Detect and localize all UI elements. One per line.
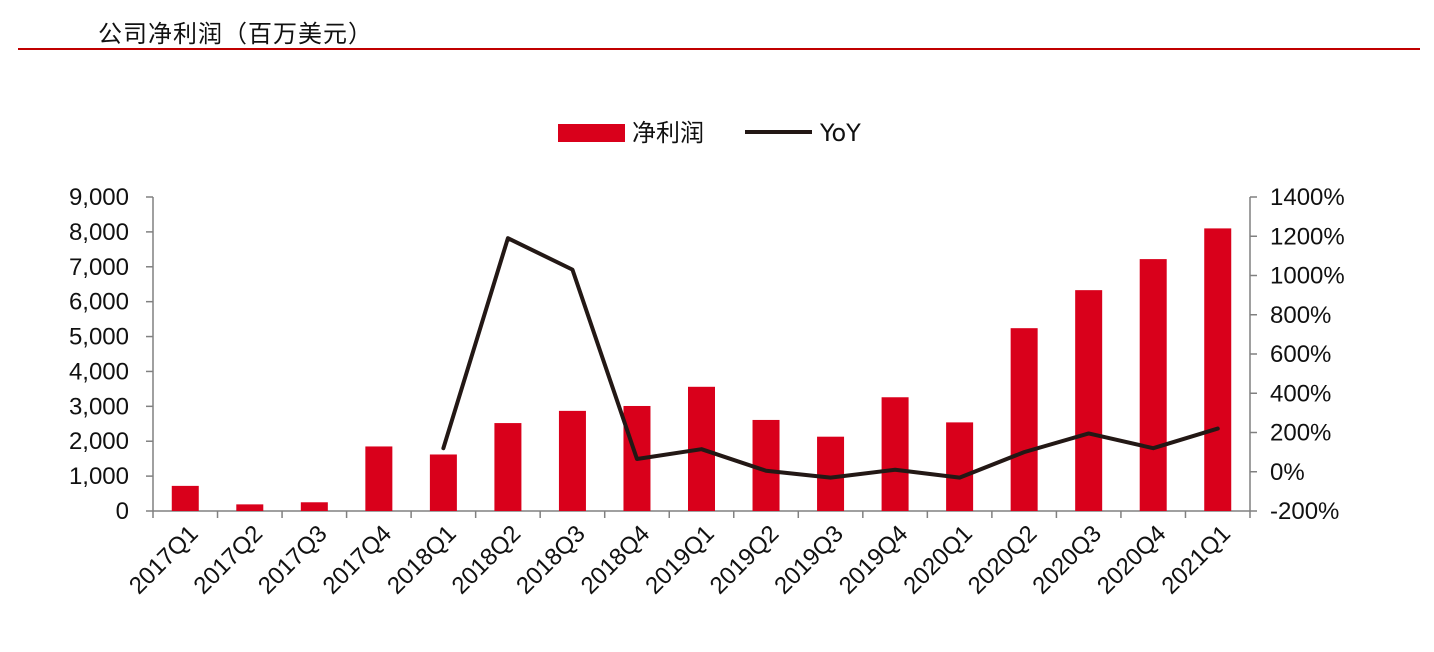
bar <box>558 410 586 511</box>
left-axis-tick-label: 1,000 <box>69 463 129 490</box>
x-axis-label: 2020Q2 <box>963 520 1042 599</box>
x-axis-label: 2018Q4 <box>576 520 655 599</box>
bar <box>1075 290 1103 511</box>
x-axis-labels: 2017Q12017Q22017Q32017Q42018Q12018Q22018… <box>124 520 1236 599</box>
left-axis-tick-label: 4,000 <box>69 358 129 385</box>
bar-series <box>171 228 1232 511</box>
left-axis-tick-label: 6,000 <box>69 289 129 316</box>
bar <box>365 446 393 511</box>
x-axis-label: 2020Q3 <box>1027 520 1106 599</box>
right-axis-tick-label: 200% <box>1270 420 1331 447</box>
line-series <box>441 236 1220 480</box>
left-axis-tick-label: 0 <box>116 498 129 525</box>
right-axis-tick-label: 1000% <box>1270 263 1345 290</box>
left-axis-tick-label: 7,000 <box>69 254 129 281</box>
x-axis-label: 2017Q3 <box>253 520 332 599</box>
right-axis-tick-label: 400% <box>1270 380 1331 407</box>
bar <box>236 504 264 511</box>
chart-legend: 净利润 YoY <box>558 119 861 147</box>
page-title: 公司净利润（百万美元） <box>98 20 373 48</box>
x-axis-label: 2021Q1 <box>1156 520 1235 599</box>
x-axis-label: 2019Q3 <box>769 520 848 599</box>
x-axis-label: 2017Q1 <box>124 520 203 599</box>
bar <box>300 502 328 511</box>
bar <box>494 423 522 511</box>
legend-bar-swatch <box>558 124 625 142</box>
x-axis-label: 2018Q2 <box>447 520 526 599</box>
bar <box>752 419 780 511</box>
x-axis-label: 2017Q2 <box>189 520 268 599</box>
bar <box>1139 259 1167 511</box>
x-axis-label: 2020Q1 <box>898 520 977 599</box>
right-axis-tick-label: 600% <box>1270 341 1331 368</box>
left-axis-tick-label: 3,000 <box>69 393 129 420</box>
report-header: 公司净利润（百万美元） <box>0 0 1434 52</box>
left-axis-tick-label: 2,000 <box>69 428 129 455</box>
bar <box>1204 228 1232 511</box>
left-axis-tick-label: 5,000 <box>69 324 129 351</box>
x-axis-label: 2019Q4 <box>834 520 913 599</box>
x-axis-label: 2019Q1 <box>640 520 719 599</box>
left-axis-tick-label: 9,000 <box>69 184 129 211</box>
left-axis-tick-label: 8,000 <box>69 219 129 246</box>
right-axis-tick-label: 800% <box>1270 302 1331 329</box>
x-axis-label: 2018Q3 <box>511 520 590 599</box>
x-axis-label: 2019Q2 <box>705 520 784 599</box>
x-axis-label: 2017Q4 <box>318 520 397 599</box>
chart-axes: 0 1,000 2,000 3,000 4,000 5,000 6,000 7,000 8,00… <box>69 184 1345 525</box>
right-axis-tick-label: 0% <box>1270 459 1305 486</box>
legend-label-yoy: YoY <box>819 119 861 147</box>
bar <box>817 436 845 511</box>
x-axis-label: 2020Q4 <box>1092 520 1171 599</box>
bar <box>171 485 199 511</box>
header-divider <box>18 48 1420 50</box>
right-axis-tick-label: -200% <box>1270 498 1339 525</box>
right-axis-tick-label: 1400% <box>1270 184 1345 211</box>
right-axis-tick-label: 1200% <box>1270 223 1345 250</box>
bar <box>429 454 457 511</box>
bar <box>1010 328 1038 511</box>
legend-label-net-profit: 净利润 <box>632 119 704 147</box>
bar <box>881 397 909 511</box>
x-axis-label: 2018Q1 <box>382 520 461 599</box>
bar <box>946 422 974 511</box>
